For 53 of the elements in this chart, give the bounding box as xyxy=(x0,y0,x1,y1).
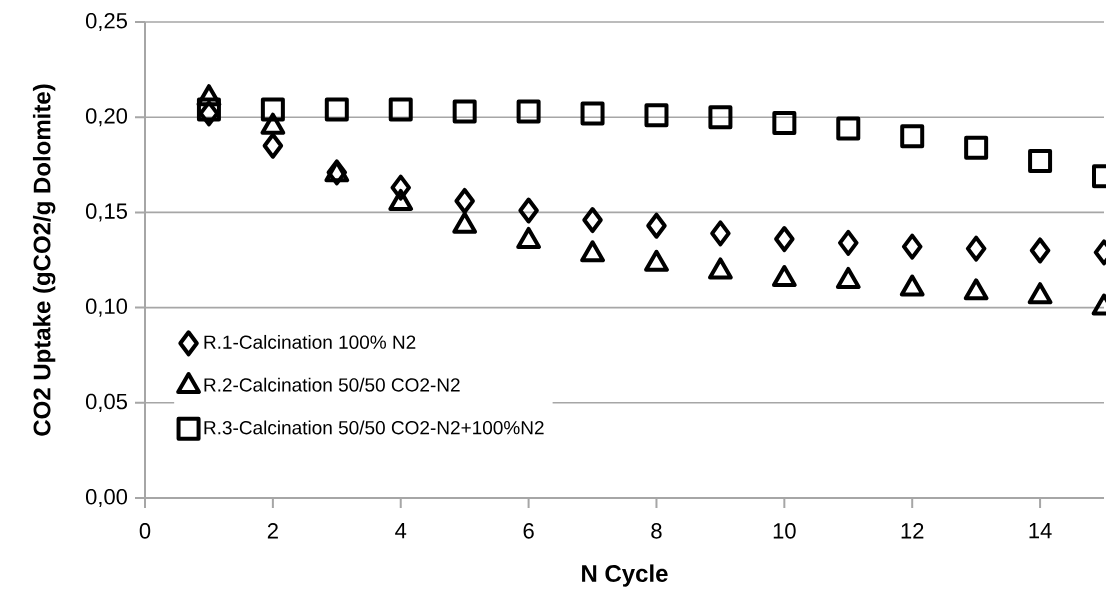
point xyxy=(644,103,669,128)
point xyxy=(772,110,797,135)
point xyxy=(1027,282,1053,305)
x-tick-label: 8 xyxy=(651,523,662,539)
point xyxy=(390,174,411,201)
point xyxy=(708,257,733,280)
y-tick-label: 0,00 xyxy=(85,488,128,508)
x-tick-label: 0 xyxy=(139,523,151,539)
y-tick-label: 0,20 xyxy=(85,108,128,127)
point xyxy=(771,265,797,288)
point xyxy=(644,249,669,272)
legend-label: R.2-Calcination 50/50 CO2-N2 xyxy=(204,377,460,392)
point xyxy=(388,97,413,122)
y-tick-label: 0,15 xyxy=(85,203,127,222)
point xyxy=(452,99,477,124)
x-tick-label: 2 xyxy=(267,523,278,539)
y-axis-title: CO2 Uptake (gCO2/g Dolomite) xyxy=(32,84,56,436)
point xyxy=(710,220,731,247)
x-tick-label: 12 xyxy=(901,523,924,539)
point xyxy=(324,97,349,122)
point xyxy=(900,124,925,149)
point xyxy=(260,97,285,122)
legend-label: R.1-Calcination 100% N2 xyxy=(204,334,416,349)
point xyxy=(516,99,541,124)
x-tick-label: 10 xyxy=(773,523,796,539)
point xyxy=(774,226,795,253)
point xyxy=(1029,237,1051,264)
point xyxy=(965,235,987,262)
y-tick-label: 0,05 xyxy=(85,393,127,412)
x-axis-title: N Cycle xyxy=(582,564,668,587)
point xyxy=(262,132,284,159)
point xyxy=(901,233,923,260)
point xyxy=(964,135,989,160)
x-tick-label: 6 xyxy=(523,523,534,539)
point xyxy=(899,274,925,297)
y-tick-label: 0,10 xyxy=(85,298,128,317)
x-tick-label: 14 xyxy=(1029,523,1052,539)
point xyxy=(708,105,733,130)
point xyxy=(580,101,605,126)
point xyxy=(963,278,989,301)
point xyxy=(580,240,605,263)
point xyxy=(518,197,539,224)
point xyxy=(454,187,475,214)
x-tick-label: 4 xyxy=(395,523,407,539)
y-tick-label: 0,25 xyxy=(85,12,127,32)
point xyxy=(835,266,861,289)
point xyxy=(836,116,861,141)
point xyxy=(196,97,221,122)
point xyxy=(582,207,603,234)
point xyxy=(838,229,859,256)
point xyxy=(1028,148,1053,173)
point xyxy=(646,212,667,239)
legend-label: R.3-Calcination 50/50 CO2-N2+100%N2 xyxy=(204,420,544,435)
